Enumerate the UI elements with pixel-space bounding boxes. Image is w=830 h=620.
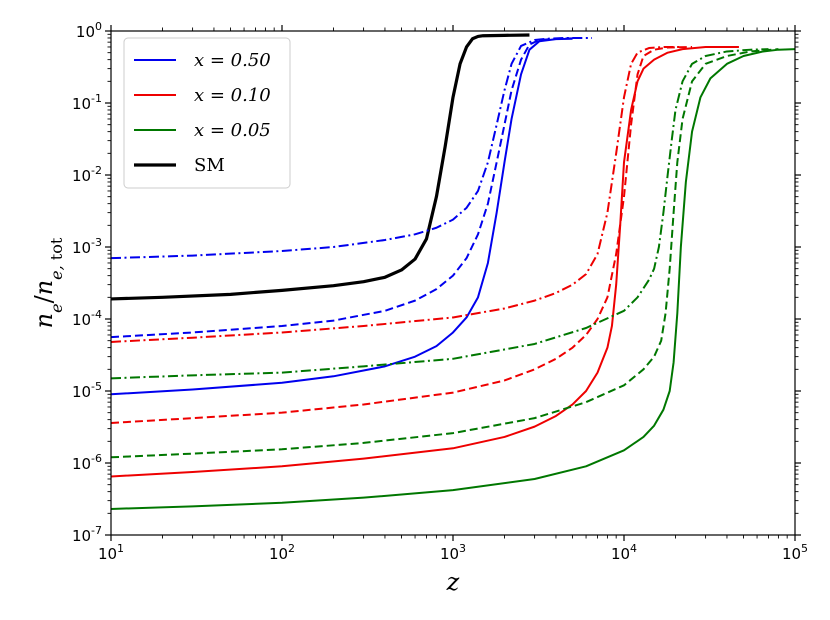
y-tick-label: 10-5 (72, 380, 102, 401)
plot-frame (110, 30, 796, 536)
y-tick-label: 10-4 (72, 308, 102, 329)
series-line-0 (111, 33, 530, 301)
x-tick-label: 104 (611, 542, 637, 563)
series-layer (111, 33, 795, 510)
svg-text:ne/ne, tot: ne/ne, tot (30, 237, 66, 328)
series-line-9 (111, 48, 795, 510)
y-tick-label: 10-6 (72, 452, 102, 473)
legend-label: x = 0.05 (194, 120, 271, 141)
series-line-1 (111, 36, 593, 260)
series-line-7 (111, 48, 769, 380)
series-line-5 (111, 45, 693, 424)
y-tick-label: 100 (76, 20, 102, 41)
series-line-3 (111, 37, 573, 396)
series-line-6 (111, 45, 739, 478)
legend-label: x = 0.50 (194, 50, 271, 71)
legend-label: SM (194, 155, 225, 176)
y-tick-label: 10-3 (72, 236, 102, 257)
y-tick-label: 10-1 (72, 92, 102, 113)
x-tick-label: 103 (440, 542, 466, 563)
y-tick-label: 10-7 (72, 524, 102, 545)
x-tick-label: 102 (269, 542, 295, 563)
legend-label: x = 0.10 (194, 85, 271, 106)
y-axis-label: ne/ne, tot (30, 237, 66, 328)
x-axis-label: z (446, 568, 460, 596)
series-line-8 (111, 48, 779, 459)
ticks-layer: 101 102 103 104 105 10-7 10-6 10-5 10-4 10-3 10-2 1… (72, 20, 808, 563)
legend-box (123, 37, 291, 189)
x-tick-label: 101 (98, 542, 124, 563)
legend: x = 0.50 x = 0.10 x = 0.05 SM (123, 37, 291, 189)
y-tick-label: 10-2 (72, 164, 102, 185)
series-line-2 (111, 37, 573, 339)
x-tick-label: 105 (782, 542, 808, 563)
series-line-4 (111, 45, 683, 343)
